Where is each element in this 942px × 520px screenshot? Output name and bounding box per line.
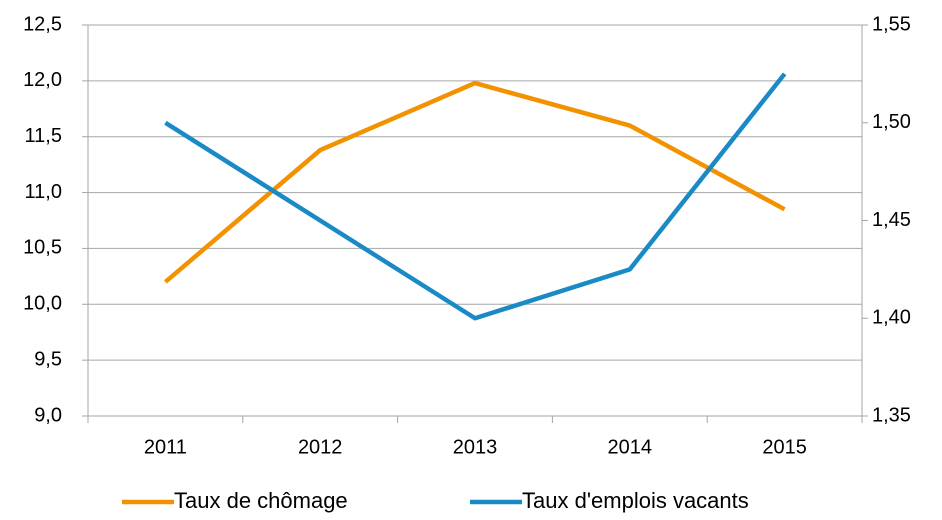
x-tick-label: 2011 — [144, 436, 187, 458]
series-line — [163, 80, 786, 284]
y2-tick-label: 1,55 — [872, 13, 911, 35]
y-tick-label: 12,0 — [23, 69, 62, 91]
legend-label: Taux d'emplois vacants — [522, 488, 749, 513]
x-tick-label: 2015 — [762, 436, 807, 458]
y2-tick-label: 1,35 — [872, 404, 911, 426]
y-tick-label: 12,5 — [23, 13, 62, 35]
legend-label: Taux de chômage — [174, 488, 348, 513]
y2-tick-label: 1,40 — [872, 307, 911, 329]
y-tick-label: 9,5 — [34, 348, 62, 370]
y-tick-label: 9,0 — [34, 404, 62, 426]
y-tick-label: 11,0 — [25, 181, 62, 203]
y2-tick-label: 1,45 — [872, 209, 911, 231]
y-tick-label: 10,5 — [23, 237, 62, 259]
x-tick-label: 2012 — [298, 436, 343, 458]
y-tick-label: 11,5 — [25, 125, 62, 147]
y-tick-label: 10,0 — [23, 293, 62, 315]
y2-tick-label: 1,50 — [872, 111, 911, 133]
x-tick-label: 2014 — [608, 436, 653, 458]
series-line — [164, 72, 787, 321]
x-tick-label: 2013 — [453, 436, 498, 458]
